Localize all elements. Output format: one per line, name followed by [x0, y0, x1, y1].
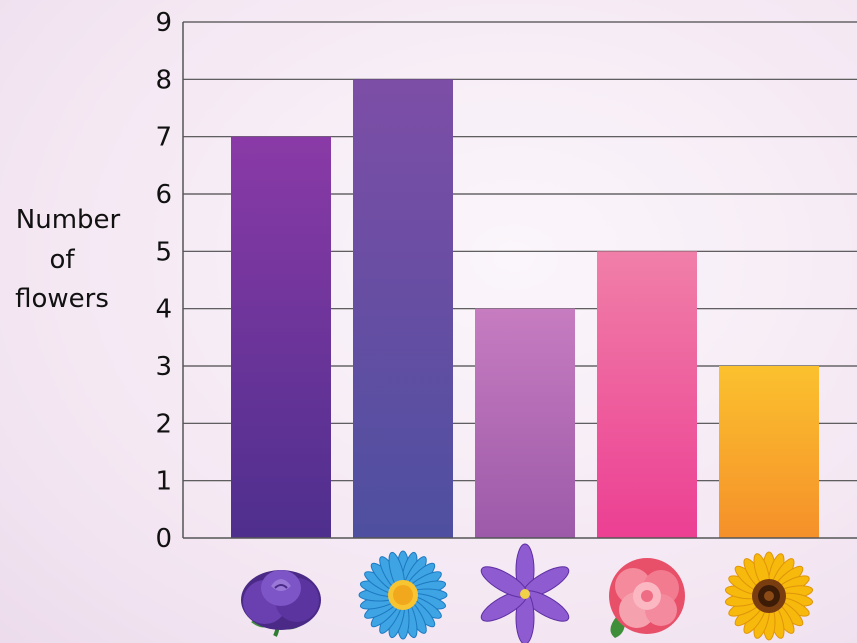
y-tick-label-1: 1 — [155, 467, 172, 497]
y-axis-label-line-2: of — [49, 245, 75, 275]
y-tick-label-6: 6 — [155, 180, 172, 210]
y-tick-labels: 0 1 2 3 4 5 6 7 8 9 — [155, 8, 172, 554]
y-axis-label-line-3: flowers — [15, 284, 109, 314]
bar-sunflower — [719, 366, 819, 538]
y-tick-label-7: 7 — [155, 123, 172, 153]
y-tick-label-0: 0 — [155, 524, 172, 554]
sunflower-icon — [724, 551, 814, 641]
y-axis-label-line-1: Number — [16, 205, 121, 235]
bar-daisy — [353, 79, 453, 538]
y-tick-label-3: 3 — [155, 352, 172, 382]
y-tick-label-2: 2 — [155, 409, 172, 439]
rose-icon — [241, 570, 321, 637]
y-tick-label-8: 8 — [155, 65, 172, 95]
bar-rose — [231, 136, 331, 538]
bars — [231, 79, 819, 539]
bar-carnation — [597, 251, 697, 539]
y-tick-label-4: 4 — [155, 295, 172, 325]
daisy-icon — [358, 550, 448, 640]
y-tick-label-9: 9 — [155, 8, 172, 38]
y-tick-label-5: 5 — [155, 237, 172, 267]
y-axis-label: Number of flowers — [15, 205, 120, 314]
bar-lily — [475, 308, 575, 538]
lily-icon — [480, 543, 570, 643]
carnation-icon — [609, 558, 685, 638]
